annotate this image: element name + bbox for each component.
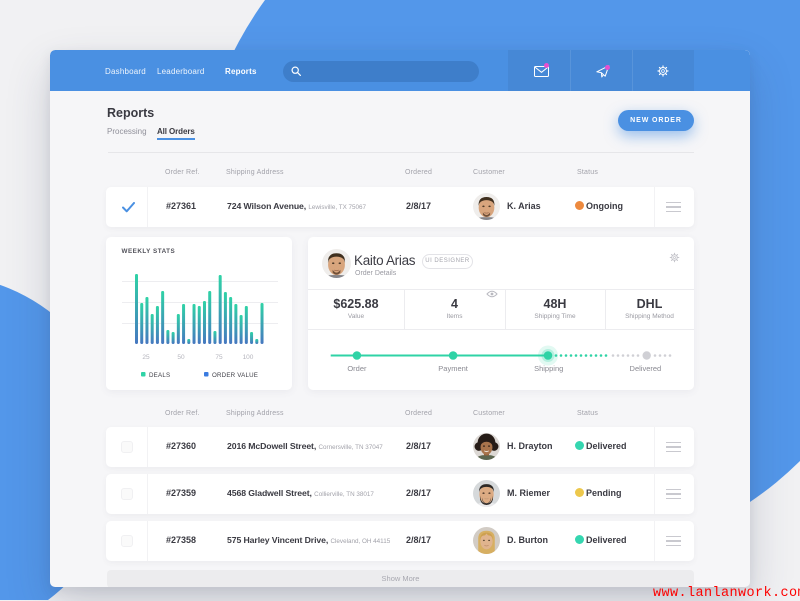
- svg-text:Order: Order: [347, 364, 367, 373]
- svg-text:DEALS: DEALS: [149, 372, 170, 379]
- svg-text:50: 50: [177, 354, 185, 361]
- svg-text:75: 75: [215, 354, 223, 361]
- svg-text:25: 25: [142, 354, 150, 361]
- svg-text:ORDER VALUE: ORDER VALUE: [212, 372, 258, 379]
- svg-text:Payment: Payment: [438, 364, 469, 373]
- svg-text:Shipping: Shipping: [534, 364, 563, 373]
- svg-text:Delivered: Delivered: [630, 364, 662, 373]
- svg-text:100: 100: [243, 354, 254, 361]
